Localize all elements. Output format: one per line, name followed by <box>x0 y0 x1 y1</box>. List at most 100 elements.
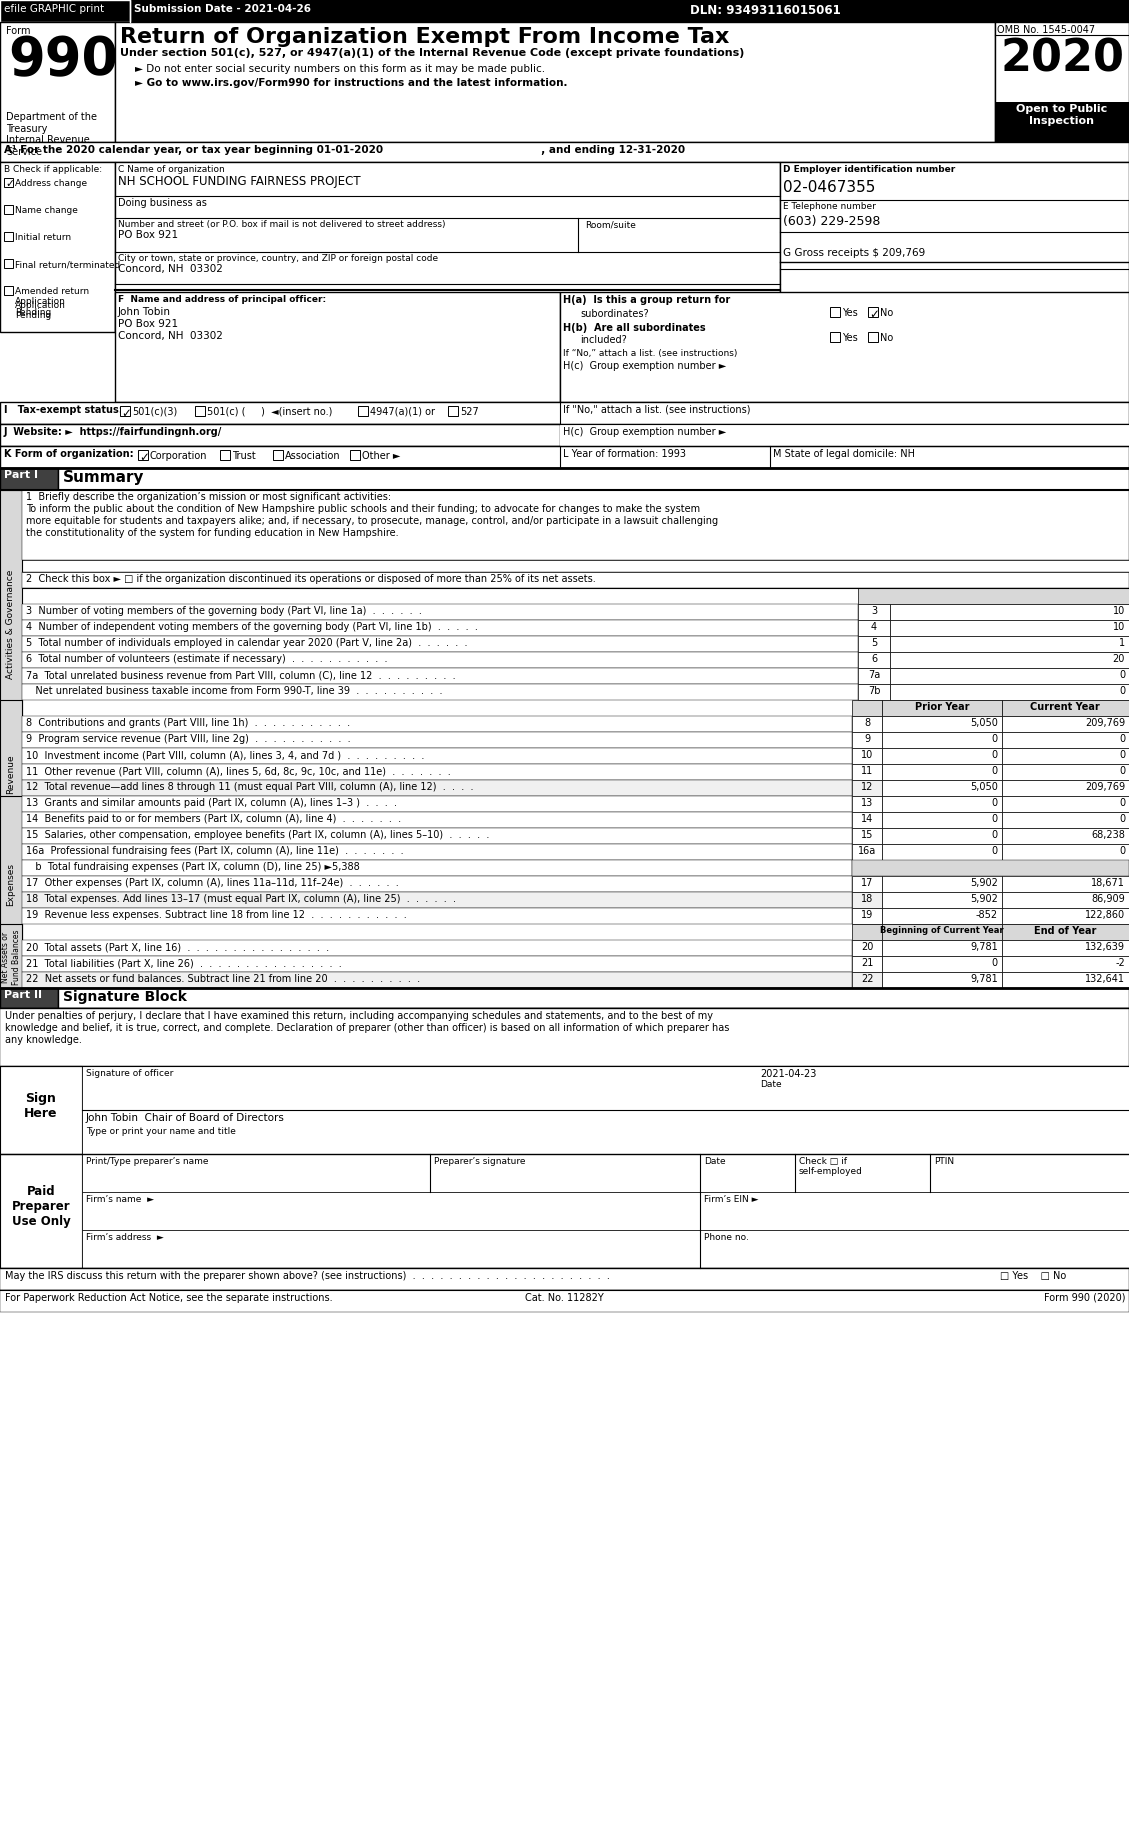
Text: 02-0467355: 02-0467355 <box>784 181 875 195</box>
Text: To inform the public about the condition of New Hampshire public schools and the: To inform the public about the condition… <box>26 504 700 513</box>
Text: Other ►: Other ► <box>362 451 401 460</box>
Text: 501(c)(3): 501(c)(3) <box>132 407 177 417</box>
Bar <box>0 797 21 972</box>
Text: F  Name and address of principal officer:: F Name and address of principal officer: <box>119 294 326 303</box>
Bar <box>0 143 1129 163</box>
Text: OMB No. 1545-0047: OMB No. 1545-0047 <box>997 26 1095 35</box>
Text: Concord, NH  03302: Concord, NH 03302 <box>119 331 222 342</box>
Text: Final return/terminated: Final return/terminated <box>15 259 121 269</box>
Bar <box>830 333 840 342</box>
Bar <box>780 163 1129 333</box>
Text: Association: Association <box>285 451 341 460</box>
Bar <box>0 468 58 490</box>
Bar <box>0 0 130 22</box>
Bar <box>21 619 858 636</box>
Text: ► Do not enter social security numbers on this form as it may be made public.: ► Do not enter social security numbers o… <box>135 64 545 75</box>
Text: 10: 10 <box>861 751 873 760</box>
Text: H(c)  Group exemption number ►: H(c) Group exemption number ► <box>563 428 726 437</box>
Bar <box>21 572 1129 588</box>
Text: Date: Date <box>760 1080 781 1089</box>
Bar <box>21 669 858 683</box>
Bar <box>882 716 1003 733</box>
Bar <box>882 924 1003 941</box>
Bar <box>21 828 852 844</box>
Text: 17  Other expenses (Part IX, column (A), lines 11a–11d, 11f–24e)  .  .  .  .  . : 17 Other expenses (Part IX, column (A), … <box>26 879 399 888</box>
Text: City or town, state or province, country, and ZIP or foreign postal code: City or town, state or province, country… <box>119 254 438 263</box>
Bar <box>273 449 283 460</box>
Text: Inspection: Inspection <box>1030 115 1094 126</box>
Text: 0: 0 <box>1119 815 1124 824</box>
Text: 15: 15 <box>860 829 873 840</box>
Text: ✓: ✓ <box>869 309 878 322</box>
Text: 5: 5 <box>870 638 877 649</box>
Bar <box>852 875 882 892</box>
Text: 7b: 7b <box>868 685 881 696</box>
Text: 0: 0 <box>992 957 998 968</box>
Bar <box>0 0 1129 22</box>
Text: H(c)  Group exemption number ►: H(c) Group exemption number ► <box>563 362 726 371</box>
Text: Current Year: Current Year <box>1030 702 1100 713</box>
Bar <box>21 780 852 797</box>
Bar <box>858 619 890 636</box>
Text: B Check if applicable:: B Check if applicable: <box>5 164 102 174</box>
Bar <box>882 941 1003 956</box>
Bar <box>0 988 58 1009</box>
Text: 5,050: 5,050 <box>970 782 998 791</box>
Bar <box>21 797 852 811</box>
Bar <box>882 764 1003 780</box>
Text: 9: 9 <box>864 734 870 744</box>
Text: 21: 21 <box>860 957 873 968</box>
Text: 19: 19 <box>861 910 873 921</box>
Text: 2020: 2020 <box>1000 37 1124 80</box>
Text: 501(c) (     )  ◄(insert no.): 501(c) ( ) ◄(insert no.) <box>207 407 332 417</box>
Bar <box>0 924 21 990</box>
Bar <box>5 287 14 294</box>
Text: Summary: Summary <box>63 470 145 484</box>
Bar <box>21 908 852 924</box>
Bar <box>858 588 1129 605</box>
Bar <box>220 449 230 460</box>
Text: 20: 20 <box>860 943 873 952</box>
Text: -2: -2 <box>1115 957 1124 968</box>
Text: 12: 12 <box>860 782 873 791</box>
Text: Net unrelated business taxable income from Form 990-T, line 39  .  .  .  .  .  .: Net unrelated business taxable income fr… <box>26 685 443 696</box>
Text: more equitable for students and taxpayers alike; and, if necessary, to prosecute: more equitable for students and taxpayer… <box>26 515 718 526</box>
Bar <box>1003 828 1129 844</box>
Text: Preparer’s signature: Preparer’s signature <box>434 1156 525 1166</box>
Text: Yes: Yes <box>842 309 858 318</box>
Text: 22: 22 <box>860 974 873 985</box>
Text: 9  Program service revenue (Part VIII, line 2g)  .  .  .  .  .  .  .  .  .  .  .: 9 Program service revenue (Part VIII, li… <box>26 734 351 744</box>
Text: E Telephone number: E Telephone number <box>784 203 876 210</box>
Text: Under penalties of perjury, I declare that I have examined this return, includin: Under penalties of perjury, I declare th… <box>5 1010 714 1021</box>
Bar <box>0 1290 1129 1312</box>
Bar <box>890 605 1129 619</box>
Bar <box>120 406 130 417</box>
Bar <box>0 1009 1129 1065</box>
Text: 0: 0 <box>1119 766 1124 776</box>
Text: DLN: 93493116015061: DLN: 93493116015061 <box>690 4 841 16</box>
Bar <box>882 811 1003 828</box>
Text: Paid
Preparer
Use Only: Paid Preparer Use Only <box>11 1186 70 1228</box>
Text: 0: 0 <box>992 798 998 808</box>
Bar <box>21 811 852 828</box>
Text: A¹ For the 2020 calendar year, or tax year beginning 01-01-2020: A¹ For the 2020 calendar year, or tax ye… <box>5 144 383 155</box>
Bar <box>21 683 858 700</box>
Text: 5,902: 5,902 <box>970 893 998 904</box>
Bar <box>882 828 1003 844</box>
Bar <box>1003 733 1129 747</box>
Text: PTIN: PTIN <box>934 1156 954 1166</box>
Bar <box>21 892 852 908</box>
Bar <box>858 605 890 619</box>
Text: 0: 0 <box>1119 734 1124 744</box>
Bar <box>5 232 14 241</box>
Text: 2  Check this box ► □ if the organization discontinued its operations or dispose: 2 Check this box ► □ if the organization… <box>26 574 596 585</box>
Text: 16a  Professional fundraising fees (Part IX, column (A), line 11e)  .  .  .  .  : 16a Professional fundraising fees (Part … <box>26 846 404 857</box>
Bar <box>852 811 882 828</box>
Text: 9,781: 9,781 <box>970 943 998 952</box>
Bar <box>852 700 882 716</box>
Bar <box>82 1191 1129 1230</box>
Bar <box>58 468 1129 490</box>
Bar <box>82 1065 1129 1111</box>
Text: 13: 13 <box>861 798 873 808</box>
Text: 22  Net assets or fund balances. Subtract line 21 from line 20  .  .  .  .  .  .: 22 Net assets or fund balances. Subtract… <box>26 974 420 985</box>
